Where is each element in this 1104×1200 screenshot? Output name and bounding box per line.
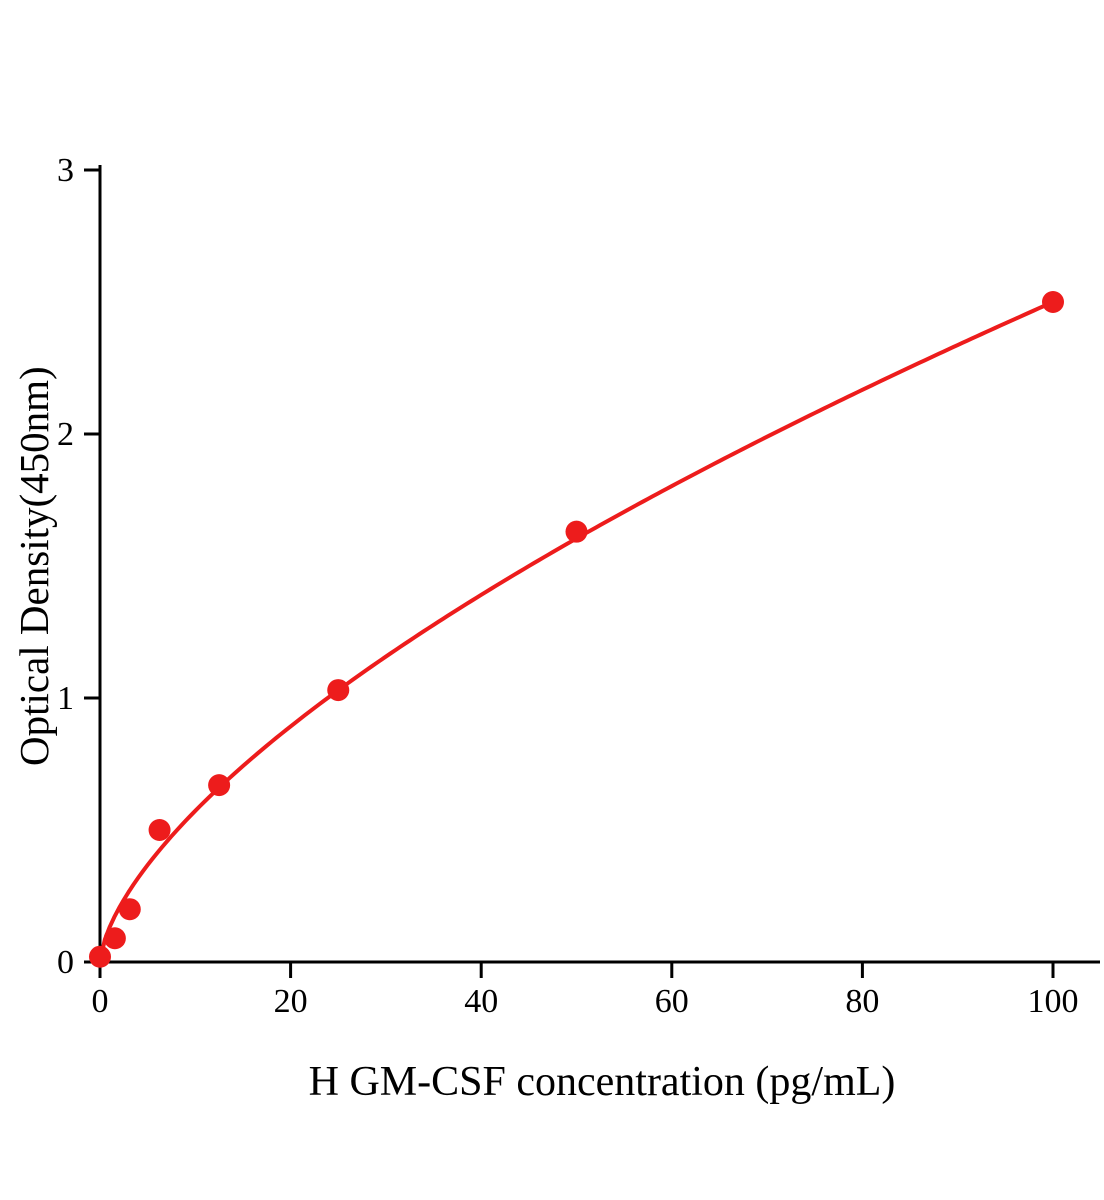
data-point	[208, 774, 231, 797]
data-point	[148, 819, 171, 841]
data-point	[1042, 291, 1064, 313]
y-tick-label: 1	[57, 680, 74, 717]
x-tick-label: 100	[1028, 983, 1079, 1020]
x-tick-label: 0	[92, 983, 109, 1020]
x-tick-label: 40	[464, 983, 498, 1020]
data-point	[565, 520, 588, 543]
data-point	[89, 945, 111, 968]
y-tick-label: 3	[57, 152, 74, 189]
fit-curve	[98, 300, 1055, 964]
x-tick-label: 80	[845, 983, 879, 1020]
x-tick-label: 60	[655, 983, 689, 1020]
data-point	[103, 927, 126, 950]
y-axis-title: Optical Density(450nm)	[11, 366, 57, 766]
y-tick-label: 0	[57, 944, 74, 981]
x-tick-label: 20	[274, 983, 308, 1020]
x-axis-title: H GM-CSF concentration (pg/mL)	[308, 1059, 896, 1105]
data-point	[118, 898, 141, 921]
y-tick-label: 2	[57, 416, 74, 453]
data-point	[327, 679, 350, 702]
